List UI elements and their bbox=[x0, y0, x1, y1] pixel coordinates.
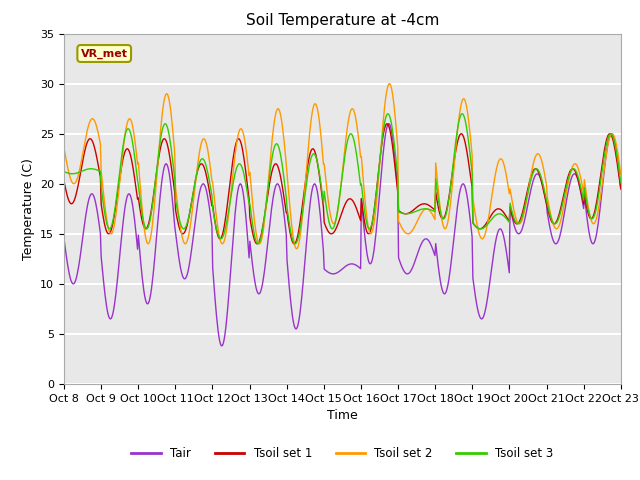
Tsoil set 1 bbox=[428, 204, 436, 210]
Tair bbox=[617, 186, 625, 192]
Tair bbox=[127, 196, 135, 202]
Tsoil set 2 bbox=[184, 236, 192, 241]
Tsoil set 2 bbox=[70, 181, 78, 187]
Title: Soil Temperature at -4cm: Soil Temperature at -4cm bbox=[246, 13, 439, 28]
Tsoil set 2 bbox=[127, 119, 135, 124]
Tsoil set 2 bbox=[214, 221, 221, 227]
Text: VR_met: VR_met bbox=[81, 48, 128, 59]
Line: Tair: Tair bbox=[64, 124, 621, 346]
Tsoil set 1 bbox=[290, 241, 298, 247]
Y-axis label: Temperature (C): Temperature (C) bbox=[22, 158, 35, 260]
Tsoil set 3 bbox=[70, 171, 78, 177]
Tsoil set 2 bbox=[60, 145, 68, 151]
Tsoil set 3 bbox=[127, 133, 135, 139]
Tair bbox=[218, 343, 226, 349]
Tsoil set 3 bbox=[214, 229, 221, 235]
Tsoil set 3 bbox=[184, 217, 192, 223]
Tsoil set 2 bbox=[292, 246, 300, 252]
Tair bbox=[385, 121, 392, 127]
Tsoil set 1 bbox=[184, 219, 192, 225]
Tair bbox=[412, 257, 419, 263]
Tsoil set 1 bbox=[70, 198, 78, 204]
Tsoil set 2 bbox=[385, 81, 393, 86]
Tsoil set 1 bbox=[127, 156, 135, 162]
Line: Tsoil set 3: Tsoil set 3 bbox=[64, 114, 621, 244]
Legend: Tair, Tsoil set 1, Tsoil set 2, Tsoil set 3: Tair, Tsoil set 1, Tsoil set 2, Tsoil se… bbox=[127, 443, 558, 465]
Tair bbox=[214, 321, 221, 327]
Tsoil set 3 bbox=[411, 209, 419, 215]
Tsoil set 2 bbox=[412, 222, 419, 228]
Tair bbox=[428, 244, 436, 250]
Tair bbox=[184, 269, 192, 275]
Tsoil set 3 bbox=[60, 169, 68, 175]
Tsoil set 2 bbox=[617, 171, 625, 177]
Line: Tsoil set 1: Tsoil set 1 bbox=[64, 124, 621, 244]
Tsoil set 1 bbox=[214, 231, 221, 237]
Tsoil set 3 bbox=[428, 207, 435, 213]
Tsoil set 3 bbox=[291, 241, 299, 247]
Tsoil set 3 bbox=[617, 180, 625, 185]
Tsoil set 1 bbox=[412, 205, 419, 211]
Tair bbox=[60, 236, 68, 242]
Tsoil set 3 bbox=[458, 111, 466, 117]
X-axis label: Time: Time bbox=[327, 409, 358, 422]
Tsoil set 1 bbox=[60, 178, 68, 184]
Tsoil set 2 bbox=[428, 211, 436, 216]
Tair bbox=[70, 281, 78, 287]
Tsoil set 1 bbox=[617, 186, 625, 192]
Tsoil set 1 bbox=[383, 121, 391, 127]
Line: Tsoil set 2: Tsoil set 2 bbox=[64, 84, 621, 249]
